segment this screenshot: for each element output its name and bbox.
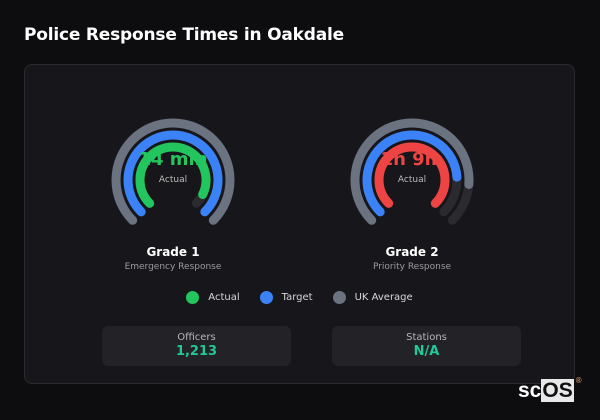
uk-average-dot-icon xyxy=(332,291,346,304)
stat-value: N/A xyxy=(413,344,440,359)
uk-average-ring xyxy=(111,118,235,225)
gauge-value: 1h 9m xyxy=(380,149,444,170)
stat-label: Stations xyxy=(406,332,447,343)
gauge-description: Priority Response xyxy=(372,262,452,272)
legend-item-actual[interactable]: Actual xyxy=(186,291,240,304)
actual-ring xyxy=(135,142,211,208)
gauge-grade-1: 14 min Actual Grade 1 Emergency Response xyxy=(73,65,273,285)
ring-chart-grade-1 xyxy=(111,118,235,225)
target-ring xyxy=(123,130,223,217)
target-ring xyxy=(362,130,462,217)
ring-chart-grade-2 xyxy=(350,118,474,225)
brand-suffix: OS xyxy=(541,379,574,402)
actual-ring xyxy=(374,142,450,208)
legend-label: Actual xyxy=(208,292,240,303)
brand-logo: scOS ® xyxy=(518,376,582,403)
legend-label: Target xyxy=(281,292,313,303)
gauge-value-label: Actual xyxy=(397,175,427,185)
gauge-name: Grade 1 xyxy=(146,245,200,259)
brand-prefix: sc xyxy=(518,379,542,402)
actual-dot-icon xyxy=(186,291,200,304)
legend-item-target[interactable]: Target xyxy=(259,291,313,304)
response-times-card: 14 min Actual Grade 1 Emergency Response… xyxy=(24,64,575,384)
stat-officers: Officers 1,213 xyxy=(102,326,291,366)
gauge-value-label: Actual xyxy=(158,175,188,185)
stat-label: Officers xyxy=(177,332,216,343)
uk-average-ring xyxy=(350,118,474,225)
stat-stations: Stations N/A xyxy=(332,326,521,366)
gauge-grade-2: 1h 9m Actual Grade 2 Priority Response xyxy=(312,65,512,285)
legend: Actual Target UK Average xyxy=(25,291,574,304)
legend-label: UK Average xyxy=(354,292,413,303)
registered-icon: ® xyxy=(575,376,582,385)
page-title: Police Response Times in Oakdale xyxy=(24,25,344,45)
gauge-value: 14 min xyxy=(138,149,208,170)
gauge-description: Emergency Response xyxy=(124,262,222,272)
legend-item-uk-average[interactable]: UK Average xyxy=(332,291,413,304)
stat-value: 1,213 xyxy=(175,344,218,359)
target-dot-icon xyxy=(259,291,273,304)
gauge-name: Grade 2 xyxy=(385,245,439,259)
